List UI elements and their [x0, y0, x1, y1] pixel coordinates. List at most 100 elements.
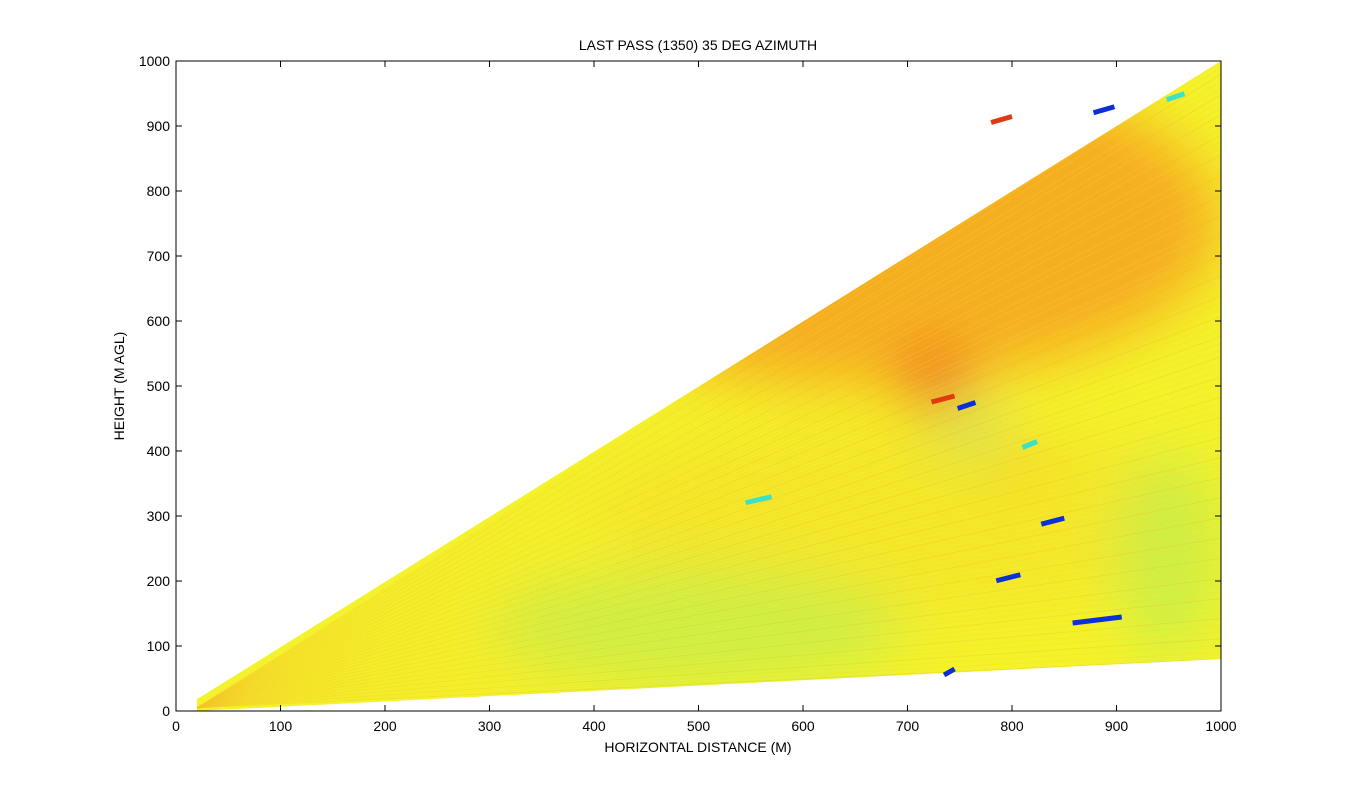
texture-line [196, 262, 1221, 709]
y-tick-label: 600 [147, 313, 171, 329]
color-region [489, 568, 908, 685]
data-streak [1224, 130, 1228, 136]
texture-line [196, 591, 1221, 709]
texture-line [196, 362, 1221, 709]
texture-line [196, 134, 1221, 709]
texture-line [196, 154, 1221, 709]
texture-line [196, 114, 1221, 709]
texture-line [196, 624, 1221, 709]
y-tick-label: 300 [147, 508, 171, 524]
data-streak [1165, 91, 1186, 103]
data-streak [942, 666, 956, 678]
texture-line [196, 241, 1221, 709]
x-tick-label: 700 [896, 718, 920, 734]
x-tick-label: 600 [791, 718, 815, 734]
texture-line [196, 631, 1221, 709]
texture-line [196, 161, 1221, 709]
texture-line [196, 383, 1221, 709]
x-axis-label: HORIZONTAL DISTANCE (M) [604, 739, 791, 755]
texture-line [196, 80, 1221, 709]
color-region [1116, 451, 1221, 659]
texture-line [196, 309, 1221, 709]
texture-line [196, 188, 1221, 709]
texture-line [196, 618, 1221, 709]
texture-line [196, 611, 1221, 709]
texture-line [196, 557, 1221, 709]
texture-line [196, 537, 1221, 709]
texture-line [196, 215, 1221, 709]
texture-line [196, 430, 1221, 709]
texture-line [196, 87, 1221, 709]
texture-line [196, 248, 1221, 709]
color-region [594, 418, 1221, 614]
texture-line [196, 342, 1221, 709]
texture-line [196, 564, 1221, 709]
x-axis: 0 100 200 300 400 500 600 700 800 900 1000 [172, 61, 1237, 734]
y-axis-label: HEIGHT (M AGL) [111, 332, 127, 441]
texture-line [196, 396, 1221, 709]
texture-line [196, 389, 1221, 709]
texture-line [196, 235, 1221, 709]
texture-line [196, 288, 1221, 709]
texture-line [196, 268, 1221, 709]
texture-line [196, 181, 1221, 709]
texture-line [196, 201, 1221, 709]
texture-line [196, 658, 1221, 709]
y-tick-label: 700 [147, 248, 171, 264]
texture-line [196, 221, 1221, 709]
texture-line [196, 436, 1221, 709]
texture-line [196, 336, 1221, 709]
y-tick-label: 500 [147, 378, 171, 394]
data-streak [744, 494, 773, 506]
texture-line [196, 141, 1221, 709]
texture-line [196, 510, 1221, 709]
data-streak [995, 572, 1021, 584]
texture-line [196, 67, 1221, 709]
texture-line [196, 577, 1221, 709]
texture-line [196, 194, 1221, 709]
texture-line [196, 302, 1221, 709]
texture-line [196, 456, 1221, 709]
y-tick-label: 100 [147, 638, 171, 654]
y-tick-label: 200 [147, 573, 171, 589]
texture-line [196, 127, 1221, 709]
texture-line [196, 571, 1221, 709]
data-streak [956, 400, 977, 411]
data-streak [930, 393, 956, 405]
texture-line [196, 416, 1221, 709]
x-tick-label: 300 [478, 718, 502, 734]
texture-line [196, 645, 1221, 709]
texture-line [196, 604, 1221, 709]
texture-line [196, 463, 1221, 709]
texture-line [196, 423, 1221, 709]
streak-layer [744, 91, 1228, 678]
texture-line [196, 551, 1221, 709]
texture-line [196, 517, 1221, 709]
texture-line [196, 470, 1221, 709]
texture-line [196, 490, 1221, 709]
texture-line [196, 497, 1221, 709]
texture-line [196, 168, 1221, 709]
data-streak [990, 114, 1013, 125]
y-tick-label: 800 [147, 183, 171, 199]
y-tick-label: 1000 [139, 53, 170, 69]
texture-line [196, 450, 1221, 709]
y-axis: 0 100 200 300 400 500 600 700 800 900 1000 [139, 53, 1221, 719]
texture-line [196, 329, 1221, 709]
texture-line [196, 524, 1221, 709]
texture-line [196, 147, 1221, 709]
texture-layer [196, 61, 1221, 709]
texture-line [196, 121, 1221, 709]
texture-line [196, 174, 1221, 709]
texture-line [196, 255, 1221, 709]
texture-line [196, 61, 1221, 709]
texture-line [196, 584, 1221, 709]
texture-line [196, 598, 1221, 709]
texture-line [196, 443, 1221, 709]
data-streak [1040, 515, 1065, 527]
y-tick-label: 900 [147, 118, 171, 134]
x-tick-label: 200 [373, 718, 397, 734]
data-streak [1072, 614, 1123, 626]
x-tick-label: 100 [269, 718, 293, 734]
texture-line [196, 503, 1221, 709]
